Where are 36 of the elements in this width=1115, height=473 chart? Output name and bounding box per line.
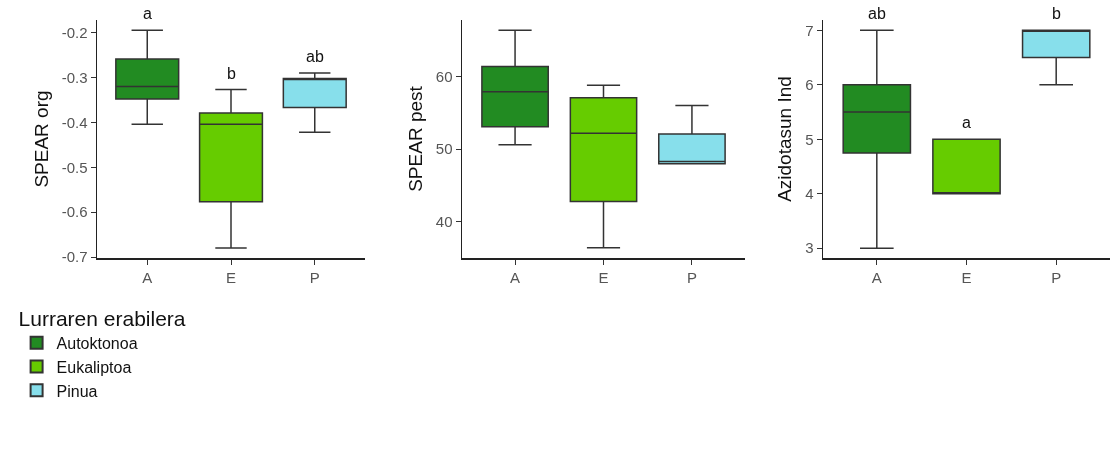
- y-tick-label: -0.6: [61, 203, 88, 221]
- annotation: b: [227, 65, 236, 82]
- x-tick-label: A: [510, 268, 521, 286]
- x-tick-label: E: [961, 268, 972, 286]
- y-axis-title: Azidotasun Ind: [774, 76, 796, 202]
- annotation: a: [962, 114, 971, 131]
- legend-label: Pinua: [56, 382, 98, 400]
- x-tick-label: A: [142, 268, 153, 286]
- x-tick-label: P: [1051, 268, 1062, 286]
- annotation: ab: [868, 5, 886, 22]
- y-axis-title: SPEAR org: [30, 90, 52, 188]
- x-tick-label: E: [225, 268, 237, 286]
- y-tick-label: 60: [435, 67, 453, 85]
- legend-label: Eukaliptoa: [56, 358, 132, 376]
- y-tick-label: 50: [435, 140, 453, 158]
- y-tick-label: 40: [435, 212, 453, 230]
- y-tick-label: 6: [805, 76, 814, 94]
- y-tick-label: -0.7: [61, 248, 88, 266]
- legend-title: Lurraren erabilera: [18, 306, 186, 330]
- x-tick-label: A: [871, 268, 882, 286]
- legend-label: Autoktonoa: [56, 334, 138, 352]
- annotation: ab: [306, 48, 324, 65]
- y-tick-label: -0.5: [61, 158, 88, 176]
- x-tick-label: P: [309, 268, 320, 286]
- x-tick-label: P: [686, 268, 697, 286]
- annotation: b: [1052, 5, 1061, 22]
- y-axis-title: SPEAR pest: [404, 85, 426, 192]
- y-tick-label: 5: [805, 130, 814, 148]
- y-tick-label: 3: [805, 239, 814, 257]
- y-tick-label: -0.4: [61, 113, 88, 131]
- x-tick-label: E: [598, 268, 609, 286]
- y-tick-label: 4: [805, 184, 814, 202]
- y-tick-label: -0.3: [61, 68, 88, 86]
- y-tick-label: -0.2: [61, 23, 88, 41]
- annotation: a: [143, 5, 152, 22]
- y-tick-label: 7: [805, 21, 814, 39]
